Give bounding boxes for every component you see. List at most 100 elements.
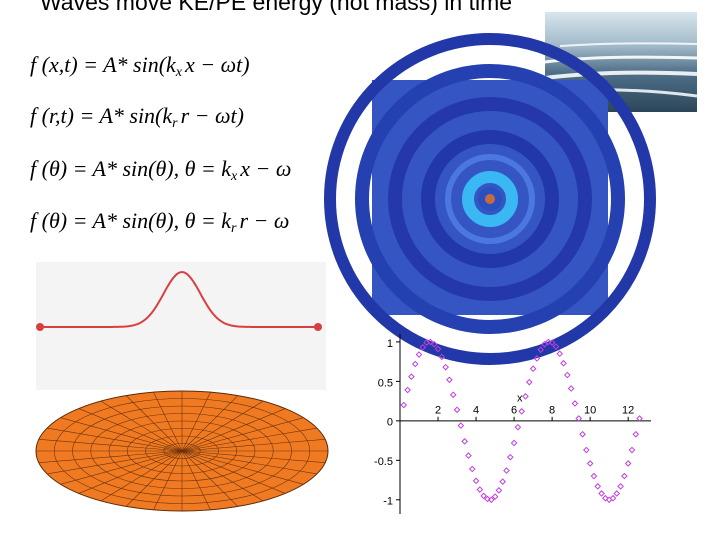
disk-spoke xyxy=(181,392,211,452)
y-tick-label: 0 xyxy=(387,417,393,429)
disk-spoke xyxy=(38,438,183,452)
disk-spoke xyxy=(38,450,183,464)
disk-spoke xyxy=(181,450,317,475)
data-point xyxy=(525,378,533,386)
data-point xyxy=(442,363,449,371)
equation-main: f (r,t) = A* sin(k xyxy=(30,103,173,128)
disk-spoke xyxy=(100,450,183,502)
data-point xyxy=(552,343,560,350)
data-point xyxy=(575,415,583,422)
y-tick-label: 0.5 xyxy=(378,377,393,389)
data-point xyxy=(495,487,503,494)
disk-spoke xyxy=(181,395,239,452)
data-point xyxy=(560,359,567,367)
data-point xyxy=(499,478,506,485)
data-point xyxy=(594,483,602,490)
pulse-end xyxy=(36,323,44,331)
data-point xyxy=(636,415,643,422)
disk-spoke xyxy=(60,450,183,485)
data-point xyxy=(400,401,408,409)
data-point xyxy=(472,477,480,485)
data-point xyxy=(427,338,434,346)
equation-main: f (θ) = A* sin(θ), θ = k xyxy=(30,156,232,181)
disk-spoke xyxy=(153,450,183,510)
data-point xyxy=(541,340,548,348)
data-point xyxy=(510,439,518,447)
x-axis-label: x xyxy=(517,393,523,405)
data-point xyxy=(491,493,499,500)
data-point xyxy=(586,460,594,467)
data-point xyxy=(503,467,510,474)
data-point xyxy=(411,360,419,368)
data-point xyxy=(461,438,468,445)
data-point xyxy=(404,386,411,394)
data-point xyxy=(408,373,415,380)
data-point xyxy=(457,422,465,429)
sine-plot: 1 0.5 0 -0.5 -1 2 4 6 8 10 12 x xyxy=(374,334,651,514)
data-point xyxy=(556,350,564,358)
disk-spoke xyxy=(78,408,183,452)
disk-spoke xyxy=(181,450,211,510)
data-point xyxy=(419,344,427,351)
equation-subscript: r xyxy=(172,116,178,131)
data-point xyxy=(484,495,491,503)
data-point xyxy=(567,385,575,392)
data-point xyxy=(438,353,446,361)
y-tick-label: -0.5 xyxy=(374,456,393,468)
pulse-end xyxy=(314,323,322,331)
disk-spoke xyxy=(47,427,183,452)
equation-subscript: x xyxy=(175,65,183,80)
disk-mesh xyxy=(35,390,329,512)
pulse-figure xyxy=(36,262,326,390)
data-point xyxy=(533,355,541,362)
data-point xyxy=(548,339,556,346)
x-tick-label: 12 xyxy=(622,405,634,417)
data-point xyxy=(590,472,598,480)
data-point xyxy=(537,346,545,354)
data-point xyxy=(465,452,472,459)
ripple-image xyxy=(324,33,656,365)
disk-spoke xyxy=(181,450,239,507)
data-point xyxy=(446,376,453,384)
data-point xyxy=(617,483,624,490)
data-point xyxy=(529,365,537,373)
disk-spoke xyxy=(125,450,183,507)
disk-spoke xyxy=(181,400,264,452)
data-point xyxy=(487,496,495,504)
data-point xyxy=(514,423,522,431)
data-point xyxy=(609,494,617,502)
data-point xyxy=(449,391,457,399)
disk-spoke xyxy=(181,427,317,452)
equation: f (x,t) = A* sin(kx x − ωt) xyxy=(30,52,250,80)
disk-spoke xyxy=(181,417,304,452)
x-tick-label: 8 xyxy=(549,405,555,417)
disk-spoke xyxy=(125,395,183,452)
x-tick-label: 4 xyxy=(473,405,479,417)
equation: f (θ) = A* sin(θ), θ = kr r − ω xyxy=(30,208,289,236)
equations: f (x,t) = A* sin(kx x − ωt)f (r,t) = A* s… xyxy=(30,52,291,236)
equation-subscript: x xyxy=(230,169,238,184)
disk-spoke xyxy=(153,392,183,452)
data-point xyxy=(415,351,423,358)
equation-rest: x − ω xyxy=(239,156,291,181)
data-point xyxy=(613,490,621,497)
equation-subscript: r xyxy=(231,221,237,236)
x-tick-label: 10 xyxy=(584,405,596,417)
equation-main: f (x,t) = A* sin(k xyxy=(30,52,177,77)
data-point xyxy=(621,472,628,480)
y-tick-label: -1 xyxy=(383,496,393,508)
equation-rest: x − ωt) xyxy=(184,52,250,77)
data-point xyxy=(583,446,590,454)
data-point xyxy=(545,338,552,346)
disk-spoke xyxy=(181,450,264,502)
disk-spoke xyxy=(100,400,183,452)
data-point xyxy=(624,460,632,467)
data-point xyxy=(628,446,636,454)
data-point xyxy=(602,494,609,502)
data-point xyxy=(434,345,442,353)
data-point xyxy=(522,393,529,400)
data-point xyxy=(571,400,579,407)
